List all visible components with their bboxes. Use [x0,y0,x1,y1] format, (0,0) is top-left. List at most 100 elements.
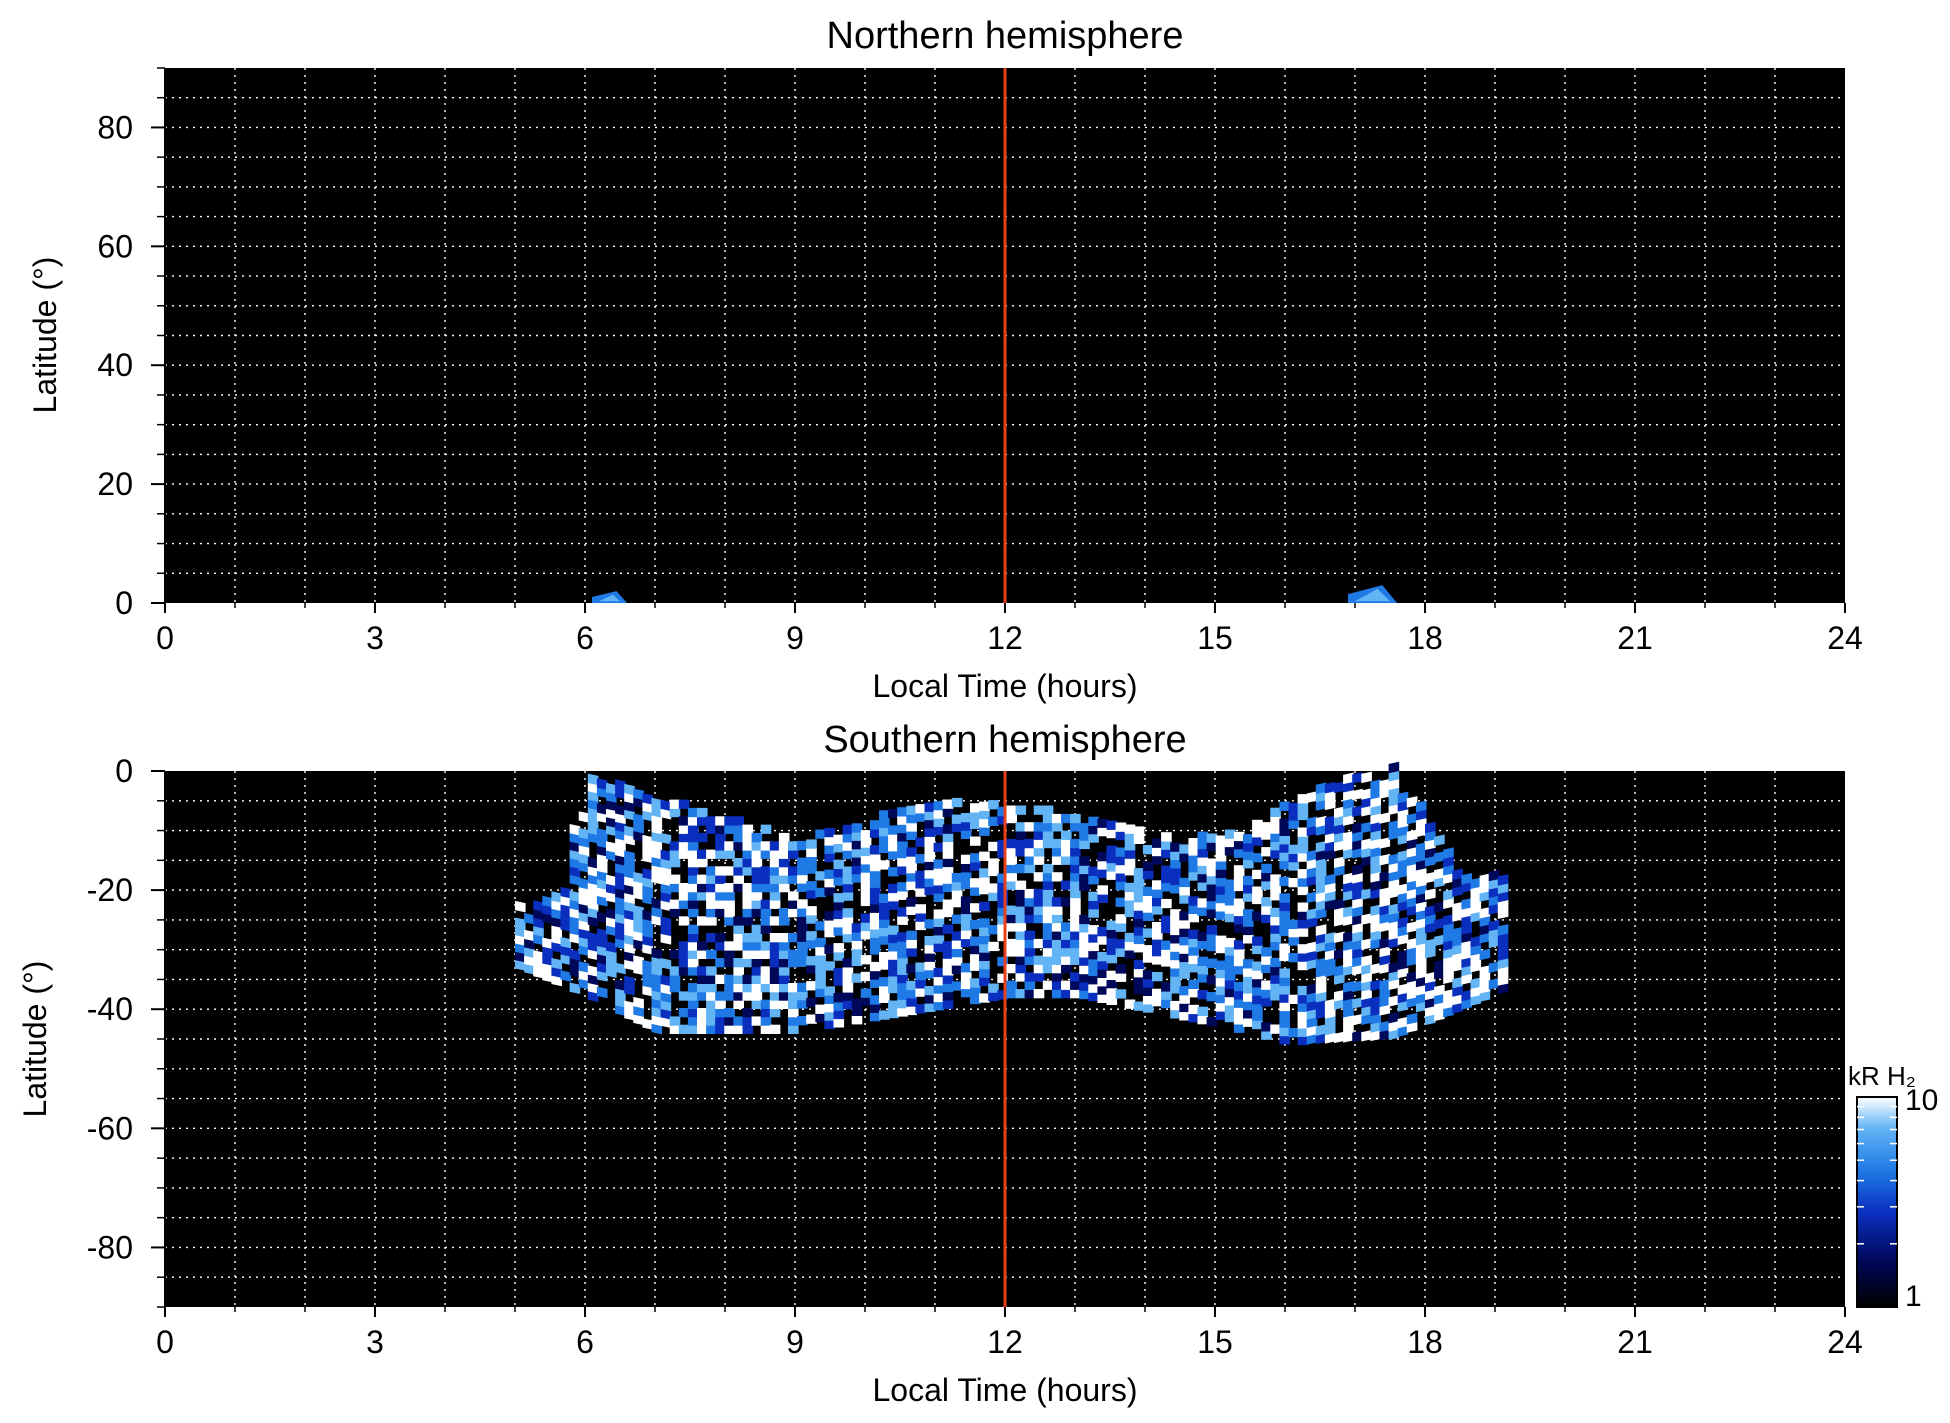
emission-cell [797,857,808,867]
emission-cell [924,819,936,829]
emission-cell [1334,781,1345,794]
emission-cell [1415,958,1427,971]
emission-cell [1042,930,1054,940]
emission-cell [960,979,972,990]
emission-cell [851,931,863,941]
emission-cell [1179,952,1190,963]
emission-cell [1343,997,1354,1010]
emission-cell [942,807,954,818]
emission-cell [1115,872,1127,882]
emission-cell [1233,848,1245,858]
emission-cell [1106,870,1118,880]
emission-cell [1006,938,1017,949]
emission-cell [751,849,763,859]
emission-cell [596,836,608,849]
emission-cell [642,926,654,939]
emission-cell [569,899,581,911]
emission-cell [633,963,644,976]
emission-cell [678,941,690,951]
emission-cell [1033,847,1045,857]
emission-cell [797,982,808,992]
emission-cell [660,849,672,862]
emission-cell [833,918,845,928]
emission-cell [1352,788,1363,801]
emission-cell [1106,970,1118,980]
emission-cell [1297,852,1309,862]
emission-cell [606,874,617,887]
emission-cell [1133,901,1145,911]
emission-cell [1324,1007,1336,1019]
emission-cell [1297,910,1309,921]
emission-cell [1261,988,1272,999]
emission-cell [715,908,726,918]
emission-cell [624,950,635,963]
emission-cell [1379,937,1391,949]
emission-cell [797,874,808,884]
emission-cell [742,958,754,968]
emission-cell [769,966,781,976]
emission-cell [1015,847,1027,857]
emission-cell [742,974,754,984]
emission-cell [1079,948,1090,958]
emission-cell [706,1024,717,1034]
emission-cell [833,976,845,986]
emission-cell [596,878,608,890]
emission-cell [824,886,835,896]
y-tick-label: 0 [115,585,133,621]
emission-cell [524,946,535,958]
emission-cell [933,867,945,877]
emission-cell [1261,830,1272,840]
emission-cell [869,961,881,972]
emission-cell [1188,946,1199,956]
emission-cell [660,1008,672,1020]
emission-cell [842,824,854,835]
emission-cell [1197,973,1209,983]
emission-cell [724,899,735,909]
emission-cell [1006,980,1017,990]
emission-cell [942,849,954,859]
emission-cell [869,995,881,1005]
emission-cell [1161,990,1172,1000]
emission-cell [669,1024,681,1034]
emission-cell [1297,827,1309,837]
emission-cell [551,974,563,987]
emission-cell [1243,834,1254,844]
emission-cell [1370,796,1382,808]
emission-cell [860,930,872,940]
emission-cell [915,987,926,997]
emission-cell [888,842,899,852]
emission-cell [815,979,826,989]
emission-cell [687,999,699,1009]
emission-cell [1133,893,1145,903]
emission-cell [1370,937,1382,950]
emission-cell [760,949,772,959]
emission-cell [733,966,744,976]
emission-cell [778,916,790,926]
emission-cell [687,891,699,901]
emission-cell [1334,806,1345,819]
emission-cell [860,888,872,898]
emission-cell [897,999,908,1009]
emission-cell [1051,813,1063,824]
emission-cell [1352,913,1363,926]
emission-cell [1197,956,1209,966]
emission-cell [1188,954,1199,964]
emission-cell [1097,852,1108,862]
emission-cell [724,974,735,984]
emission-cell [1324,798,1336,811]
emission-cell [596,803,608,815]
emission-cell [642,1018,654,1030]
emission-cell [742,899,754,909]
emission-cell [1306,866,1318,878]
emission-cell [633,1005,644,1017]
emission-cell [1343,805,1354,818]
emission-cell [1388,978,1400,991]
emission-cell [1352,930,1363,943]
emission-cell [1006,989,1017,999]
emission-cell [942,982,954,993]
emission-cell [596,844,608,857]
emission-cell [587,865,599,877]
emission-cell [760,966,772,976]
emission-cell [778,941,790,951]
emission-cell [906,980,917,991]
